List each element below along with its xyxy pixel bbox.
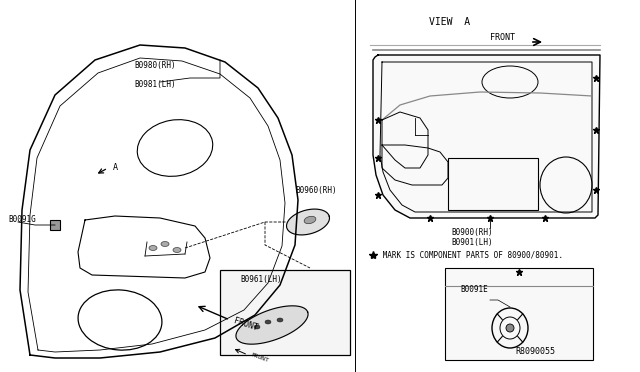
Polygon shape [373, 55, 600, 218]
Ellipse shape [254, 325, 260, 329]
Text: VIEW  A: VIEW A [429, 17, 470, 27]
Text: FRONT: FRONT [250, 352, 269, 363]
Ellipse shape [304, 216, 316, 224]
Ellipse shape [173, 247, 181, 253]
Text: FRONT: FRONT [490, 33, 515, 42]
Polygon shape [287, 209, 330, 235]
Ellipse shape [149, 246, 157, 250]
Text: MARK IS COMPONENT PARTS OF 80900/80901.: MARK IS COMPONENT PARTS OF 80900/80901. [378, 250, 563, 260]
Polygon shape [236, 306, 308, 344]
Text: B0900(RH): B0900(RH) [451, 228, 493, 237]
Text: B0981(LH): B0981(LH) [134, 80, 176, 89]
Text: R8090055: R8090055 [515, 347, 555, 356]
Text: B0980(RH): B0980(RH) [134, 61, 176, 70]
Ellipse shape [161, 241, 169, 247]
Text: FRONT: FRONT [232, 316, 259, 332]
Text: B0091G: B0091G [8, 215, 36, 224]
Text: A: A [113, 164, 118, 173]
Bar [448, 158, 538, 210]
Bar [50, 220, 60, 230]
Ellipse shape [506, 324, 514, 332]
Ellipse shape [265, 320, 271, 324]
Text: B0901(LH): B0901(LH) [451, 238, 493, 247]
Bar [445, 268, 593, 360]
Ellipse shape [277, 318, 283, 322]
Text: B0961(LH): B0961(LH) [240, 275, 282, 284]
Bar [220, 270, 350, 355]
Text: B0091E: B0091E [460, 285, 488, 294]
Text: B0960(RH): B0960(RH) [295, 186, 337, 195]
